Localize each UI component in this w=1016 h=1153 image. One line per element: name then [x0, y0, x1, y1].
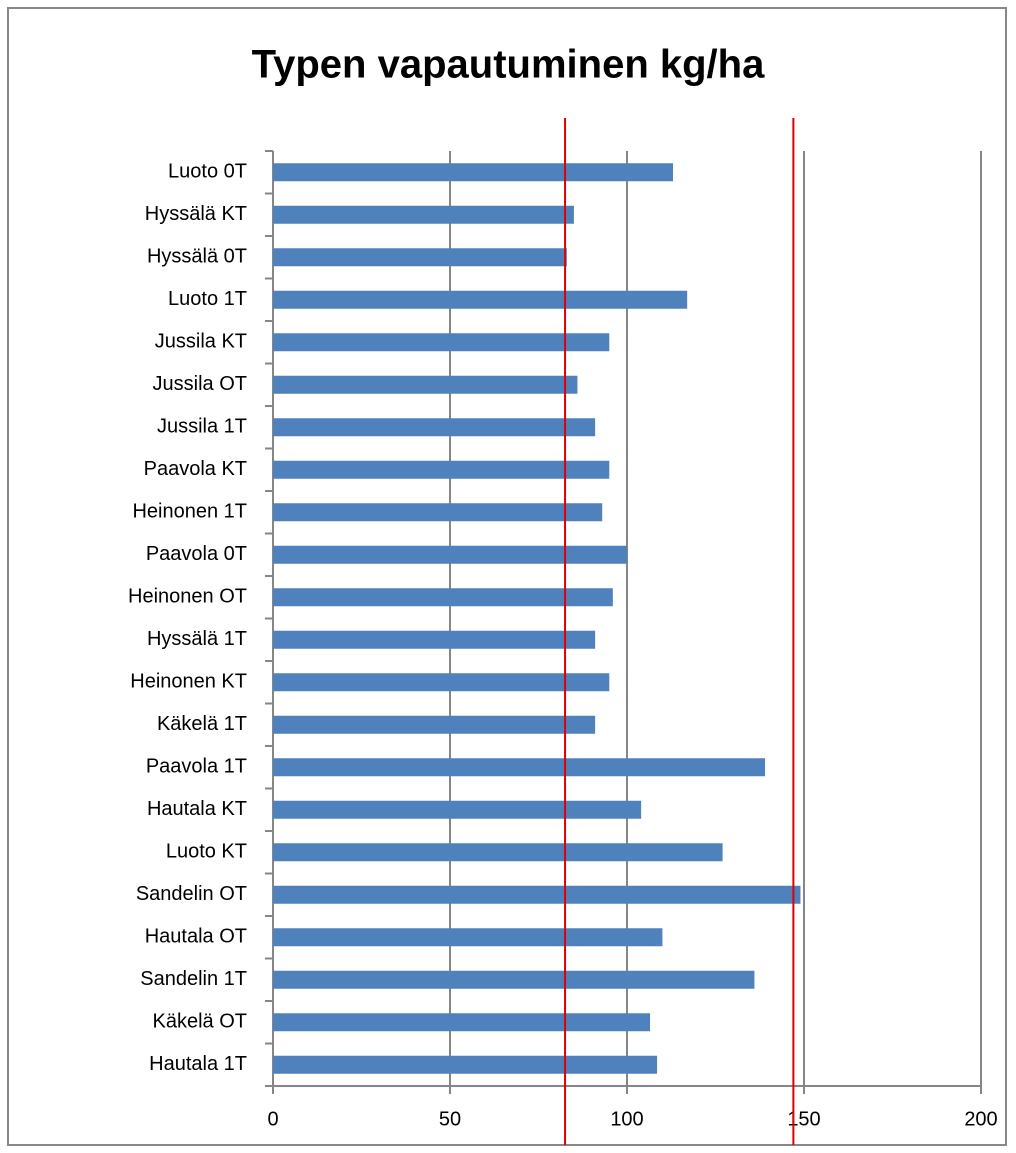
x-tick-label: 100: [610, 1108, 643, 1130]
bar: [273, 503, 603, 522]
chart-title: Typen vapautuminen kg/ha: [252, 43, 765, 87]
bar: [273, 248, 567, 267]
y-tick-label: Jussila 1T: [157, 416, 247, 438]
y-tick-label: Sandelin 1T: [140, 968, 247, 990]
y-tick-label: Heinonen 1T: [132, 501, 247, 523]
x-tick-label: 0: [267, 1108, 278, 1130]
y-tick-label: Jussila KT: [155, 331, 247, 353]
y-tick-label: Luoto 1T: [168, 288, 247, 310]
chart-border: [7, 7, 1007, 1146]
bar: [273, 673, 610, 692]
y-tick-label: Paavola 1T: [146, 756, 247, 778]
bar: [273, 163, 674, 182]
y-tick-label: Käkelä 1T: [157, 713, 247, 735]
bar: [273, 460, 610, 479]
y-tick-label: Luoto KT: [166, 841, 247, 863]
bar: [273, 290, 688, 309]
x-tick-label: 200: [964, 1108, 997, 1130]
bar: [273, 1055, 658, 1074]
bar: [273, 715, 596, 734]
y-tick-label: Heinonen KT: [130, 671, 247, 693]
y-tick-label: Hautala OT: [145, 926, 247, 948]
bar: [273, 545, 627, 564]
bar: [273, 970, 755, 989]
y-tick-label: Käkelä OT: [153, 1011, 247, 1033]
y-tick-label: Hyssälä KT: [145, 203, 247, 225]
bar: [273, 630, 596, 649]
bar: [273, 800, 642, 819]
bar: [273, 333, 610, 352]
x-tick-label: 50: [439, 1108, 461, 1130]
bar: [273, 758, 766, 777]
bar: [273, 375, 578, 394]
bar: [273, 588, 613, 607]
y-tick-label: Hautala KT: [147, 798, 247, 820]
bar: [273, 418, 596, 437]
y-tick-label: Paavola 0T: [146, 543, 247, 565]
bar: [273, 843, 723, 862]
bar: [273, 928, 663, 947]
bar: [273, 1013, 651, 1032]
y-tick-label: Paavola KT: [144, 458, 247, 480]
bar: [273, 885, 801, 904]
y-tick-label: Hyssälä 0T: [147, 246, 247, 268]
y-tick-label: Hautala 1T: [149, 1053, 247, 1075]
y-tick-label: Luoto 0T: [168, 161, 247, 183]
y-tick-label: Sandelin OT: [136, 883, 247, 905]
y-tick-label: Heinonen OT: [128, 586, 247, 608]
bar: [273, 205, 574, 224]
y-tick-label: Hyssälä 1T: [147, 628, 247, 650]
x-tick-label: 150: [787, 1108, 820, 1130]
y-tick-label: Jussila OT: [153, 373, 247, 395]
